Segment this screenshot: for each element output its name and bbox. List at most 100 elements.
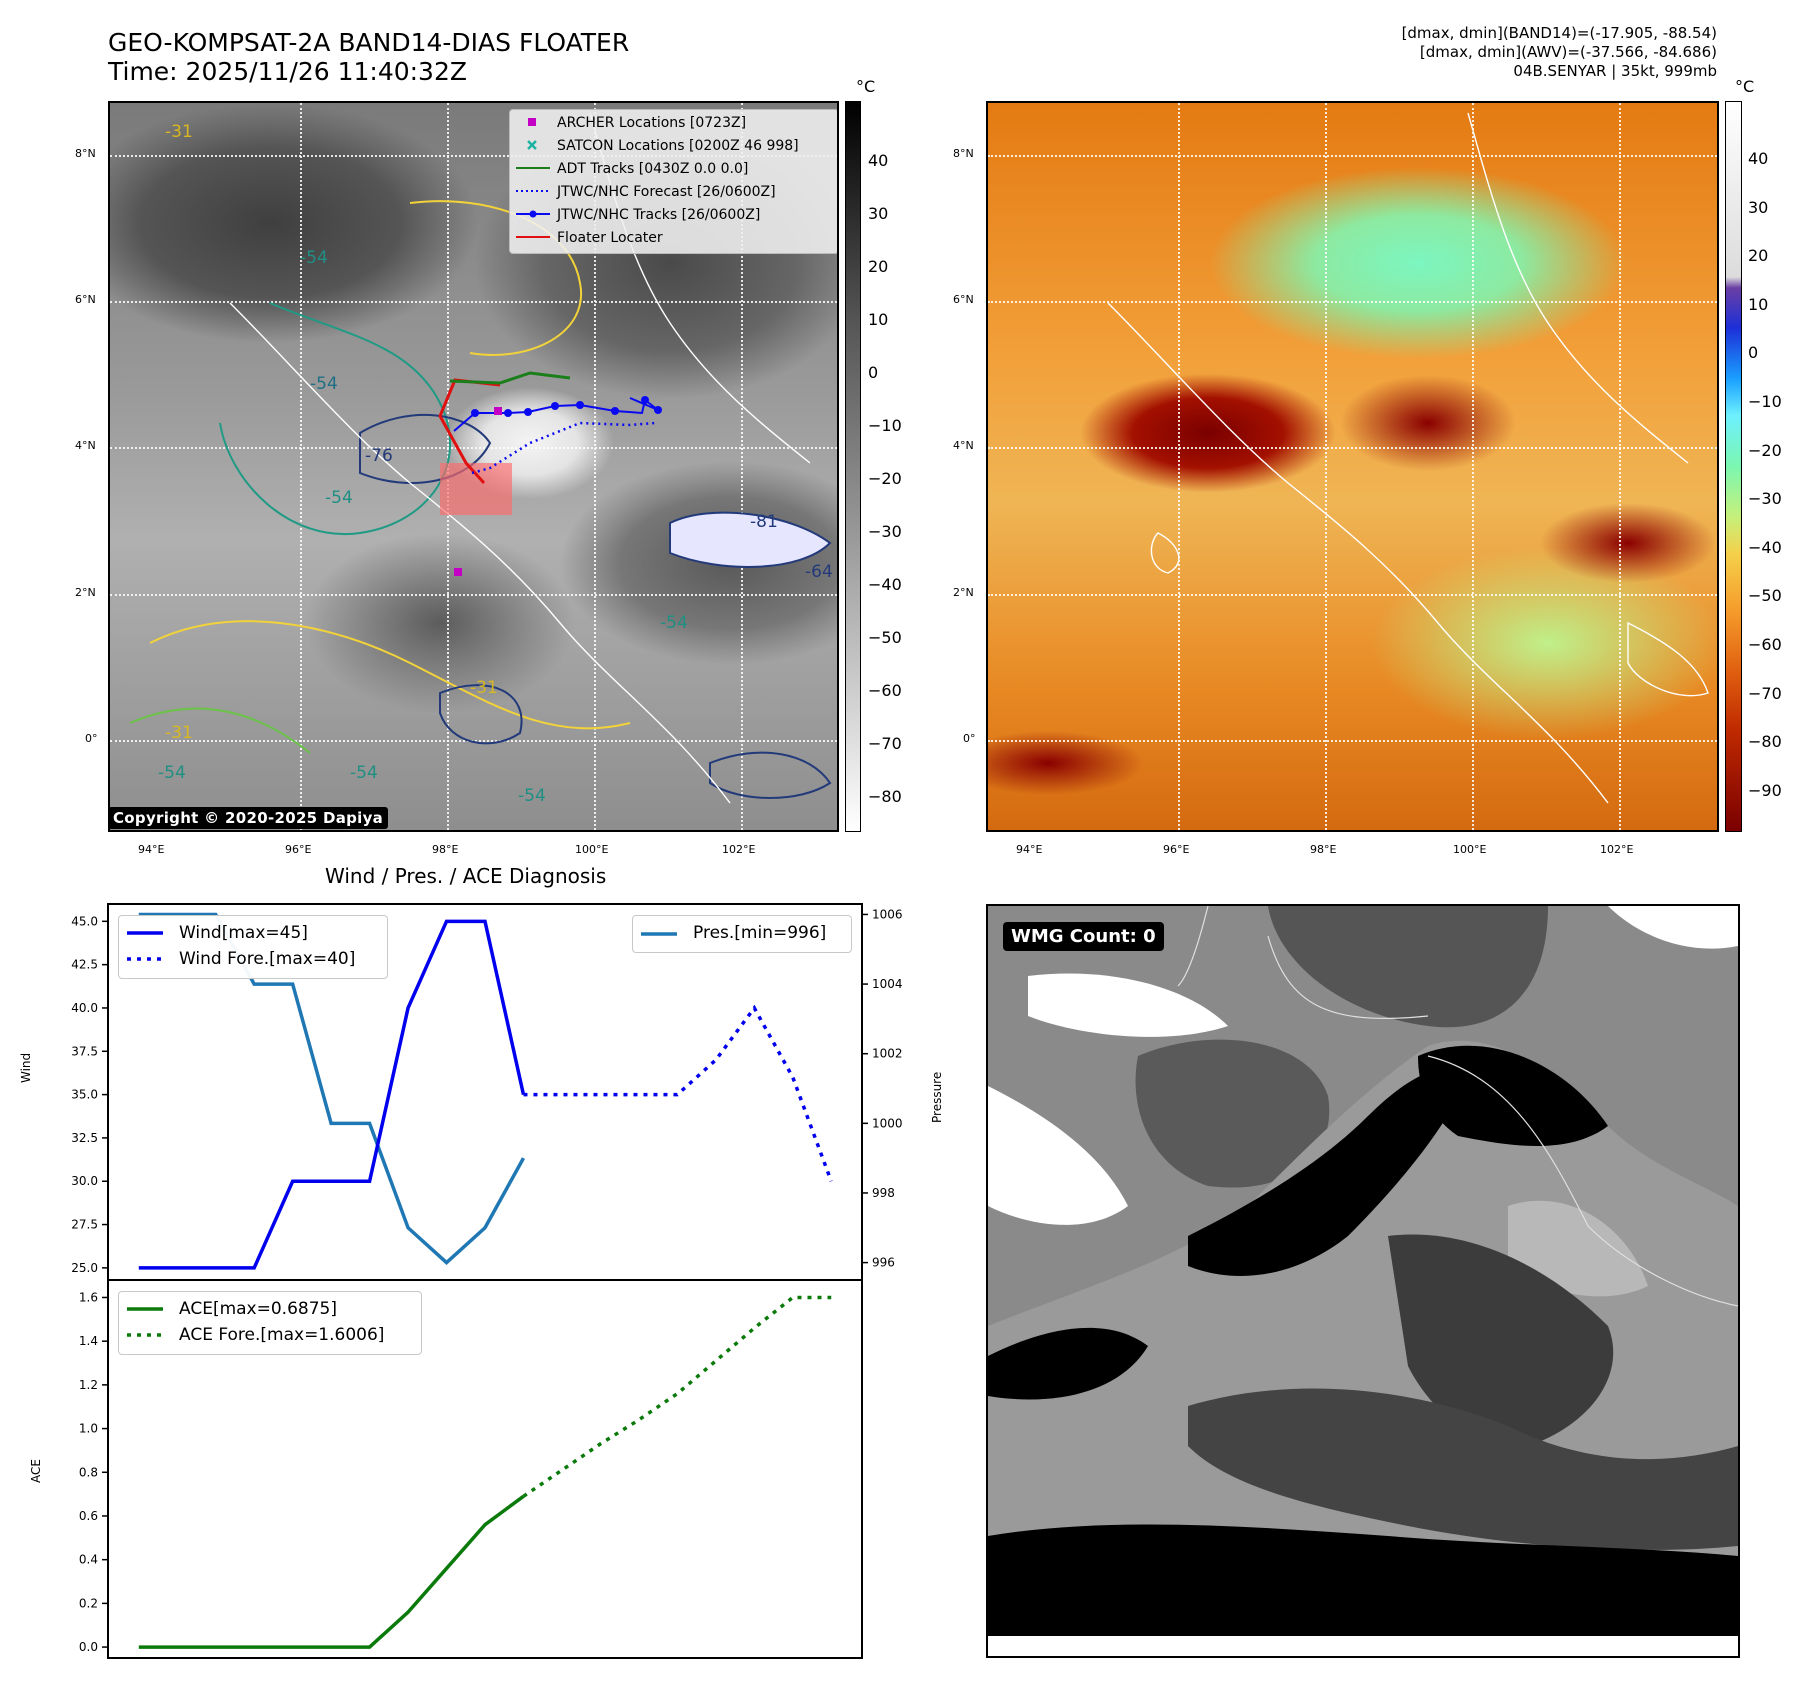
lat-tick-label: 8°N	[953, 147, 974, 160]
colorbar-tick-label: −80	[1748, 732, 1782, 752]
lon-tick-label: 98°E	[432, 843, 459, 856]
contour-label: -31	[470, 678, 498, 698]
wmg-region	[1388, 1234, 1614, 1446]
jtwc-point	[576, 401, 584, 409]
copyright-badge: Copyright © 2020-2025 Dapiya	[108, 807, 389, 829]
y-tick-label: 998	[872, 1186, 895, 1200]
coastline	[229, 302, 731, 804]
colorbar-tick-label: −40	[868, 574, 902, 594]
colorbar-tick-label: 10	[868, 309, 889, 329]
colorbar-tick-label: −90	[1748, 780, 1782, 800]
y-tick-label: 32.5	[71, 1131, 98, 1145]
wind-legend-label: Wind[max=45]	[179, 923, 308, 943]
wmg-region	[1268, 906, 1548, 1028]
colorbar-tick-label: 30	[1748, 197, 1769, 217]
colorbar-tick-label: −50	[868, 627, 902, 647]
pressure-legend-label: Pres.[min=996]	[693, 923, 827, 943]
legend-item-adt: ADT Tracks [0430Z 0.0 0.0]	[510, 158, 837, 180]
y-tick-label: 30.0	[71, 1174, 98, 1188]
lon-tick-label: 96°E	[1163, 843, 1190, 856]
wmg-region	[1188, 1068, 1468, 1276]
y-tick-label: 0.0	[79, 1640, 98, 1654]
ace-fore-legend-label: ACE Fore.[max=1.6006]	[179, 1325, 385, 1345]
lat-tick-label: 2°N	[75, 586, 96, 599]
archer-marker	[454, 568, 462, 576]
jtwc-point	[471, 409, 479, 417]
title-line-1: GEO-KOMPSAT-2A BAND14-DIAS FLOATER	[108, 28, 630, 57]
square-marker-icon	[528, 118, 536, 126]
ir-colorbar	[845, 101, 861, 832]
y-tick-label: 1.2	[79, 1378, 98, 1392]
grid-line	[110, 155, 837, 157]
contour-label: -54	[158, 763, 186, 783]
wind-axis-label: Wind	[19, 1052, 33, 1083]
colorbar-tick-label: −30	[1748, 489, 1782, 509]
y-tick-label: 0.8	[79, 1465, 98, 1479]
diagnosis-chart: 25.0 27.5 30.0 32.5 35.0 37.5 40.0 42.5 45.0 996 9…	[71, 903, 903, 1659]
jtwc-point	[611, 407, 619, 415]
x-marker-icon	[527, 140, 537, 150]
grid-line	[988, 301, 1717, 303]
ace-axis-label: ACE	[29, 1459, 43, 1483]
colorbar-tick-label: −60	[1748, 634, 1782, 654]
awv-colorbar	[1725, 101, 1742, 832]
wmg-count-badge: WMG Count: 0	[1003, 922, 1164, 951]
wmg-region	[1608, 906, 1738, 949]
line-icon	[516, 167, 550, 169]
colorbar-tick-label: 40	[1748, 149, 1769, 168]
lat-tick-label: 2°N	[953, 586, 974, 599]
plot-frame	[107, 1279, 863, 1659]
map-legend: ARCHER Locations [0723Z] SATCON Location…	[509, 109, 837, 254]
y-tick-label: 996	[872, 1256, 895, 1270]
y-tick-label: 0.4	[79, 1553, 98, 1567]
grid-line	[1325, 103, 1327, 830]
pressure-line-icon	[641, 932, 677, 936]
grid-line	[1619, 103, 1621, 830]
lon-tick-label: 94°E	[1016, 843, 1043, 856]
y-tick-label: 25.0	[71, 1261, 98, 1275]
ace-series-line	[138, 1494, 525, 1649]
lon-tick-label: 100°E	[1453, 843, 1487, 856]
wmg-region	[1028, 973, 1228, 1037]
wind-series-line	[138, 919, 526, 1270]
lon-tick-label: 96°E	[285, 843, 312, 856]
contour-label: -54	[310, 374, 338, 394]
grid-line	[988, 155, 1717, 157]
contour-label: -54	[300, 248, 328, 268]
grid-line	[110, 301, 837, 303]
line-icon	[516, 236, 550, 238]
pressure-axis-label: Pressure	[930, 1071, 944, 1123]
contour-label: -81	[750, 512, 778, 532]
contour-label: -54	[350, 763, 378, 783]
y-tick-label: 0.2	[79, 1596, 98, 1610]
wmg-image	[988, 906, 1738, 1656]
legend-item-jtwc-forecast: JTWC/NHC Forecast [26/0600Z]	[510, 181, 837, 203]
grid-line	[594, 103, 596, 830]
colorbar-tick-label: −20	[868, 468, 902, 488]
grid-line	[1178, 103, 1180, 830]
lat-tick-label: 8°N	[75, 147, 96, 160]
wmg-panel: WMG Count: 0	[986, 904, 1740, 1658]
colorbar-tick-label: −50	[1748, 586, 1782, 606]
y-tick-label: 45.0	[71, 914, 98, 928]
stat-storm: 04B.SENYAR | 35kt, 999mb	[1513, 62, 1717, 80]
contour-line	[669, 511, 832, 568]
y-tick-label: 1.6	[79, 1290, 98, 1304]
y-tick-label: 0.6	[79, 1509, 98, 1523]
contour-label: -54	[660, 613, 688, 633]
ace-legend: ACE[max=0.6875] ACE Fore.[max=1.6006]	[118, 1291, 422, 1355]
grid-line	[110, 447, 837, 449]
colorbar-tick-label: −10	[1748, 391, 1782, 411]
colorbar-unit: °C	[856, 77, 876, 96]
wmg-region	[988, 1524, 1738, 1656]
y-tick-label: 42.5	[71, 958, 98, 972]
colorbar-tick-label: 0	[868, 362, 879, 382]
pressure-legend: Pres.[min=996]	[632, 915, 852, 953]
colorbar-tick-label: 0	[1748, 343, 1759, 363]
colorbar-tick-label: −20	[1748, 440, 1782, 460]
colorbar-tick-label: 20	[868, 256, 889, 276]
y-tick-label: 27.5	[71, 1218, 98, 1232]
contour-line	[129, 707, 311, 754]
lat-tick-label: 4°N	[953, 439, 974, 452]
contour-line	[439, 684, 523, 745]
